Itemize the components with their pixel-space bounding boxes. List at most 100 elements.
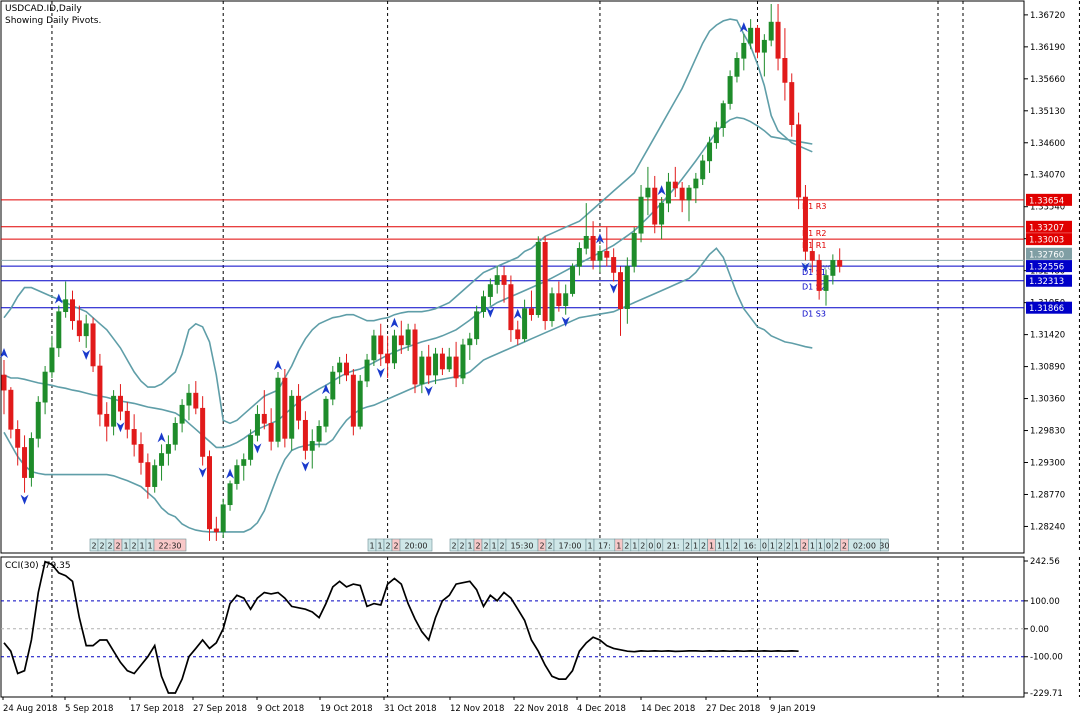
- fractal-up-arrow-108: [739, 22, 748, 33]
- fractal-up-arrow-57: [390, 317, 399, 328]
- candle-62: [426, 344, 432, 385]
- candle-body-68: [467, 338, 473, 346]
- candle-86: [590, 221, 596, 270]
- candle-body-100: [686, 187, 692, 201]
- candle-body-57: [391, 335, 397, 364]
- candle-82: [563, 284, 569, 315]
- candle-47: [323, 396, 329, 433]
- candle-body-48: [330, 371, 336, 400]
- candle-10: [70, 290, 76, 330]
- candle-body-115: [789, 82, 795, 125]
- candle-body-12: [83, 323, 89, 337]
- strip-cell-0-8: [153, 538, 187, 552]
- candle-104: [713, 121, 719, 149]
- candle-body-28: [193, 392, 199, 409]
- candle-1: [8, 387, 14, 439]
- candle-46: [316, 420, 322, 448]
- candle-27: [186, 384, 192, 421]
- candle-29: [200, 396, 206, 466]
- fractal-up-arrow-33: [226, 468, 235, 479]
- candle-body-114: [782, 58, 788, 83]
- candle-103: [707, 136, 713, 173]
- candle-body-76: [522, 308, 528, 340]
- time-tick-label-4: 9 Oct 2018: [257, 704, 304, 714]
- strip-text-2-25: 1: [725, 542, 730, 551]
- candle-body-8: [56, 311, 62, 349]
- candle-body-41: [282, 377, 288, 439]
- strip-text-2-29: 1: [770, 542, 775, 551]
- candle-60: [412, 323, 418, 394]
- candle-body-78: [535, 242, 541, 316]
- candle-body-87: [597, 251, 603, 261]
- cci-tick-label-0: 242.56: [1030, 557, 1060, 567]
- strip-text-0-8: 22:30: [158, 542, 181, 551]
- candle-body-112: [768, 21, 774, 41]
- candle-body-0: [1, 374, 7, 391]
- pivot-name-d1-r3: D1 R3: [802, 202, 826, 211]
- candles: [1, 4, 843, 541]
- candle-88: [604, 227, 610, 267]
- strip-text-2-33: 2: [802, 542, 807, 551]
- candle-body-62: [426, 356, 432, 376]
- candle-111: [761, 34, 767, 77]
- candle-body-111: [761, 39, 767, 53]
- candle-81: [556, 281, 562, 312]
- pivot-name-d1-s2: D1 S2: [802, 283, 826, 292]
- candle-body-55: [378, 335, 384, 355]
- candle-body-54: [371, 335, 377, 361]
- candle-92: [631, 227, 637, 273]
- candle-body-91: [624, 266, 630, 309]
- pivot-price-box-d1-s2: [1026, 274, 1072, 287]
- candle-51: [350, 369, 356, 436]
- candle-54: [371, 329, 377, 366]
- candle-4: [28, 432, 34, 487]
- strip-text-2-36: 0: [826, 542, 831, 551]
- candle-body-9: [63, 299, 69, 312]
- pivot-price-box-d1-s3: [1026, 301, 1072, 314]
- pivot-name-d1-s1: D1 S1: [802, 268, 826, 277]
- candle-42: [289, 390, 295, 451]
- candle-body-105: [720, 103, 726, 128]
- candle-body-23: [159, 453, 165, 466]
- candle-3: [22, 435, 28, 493]
- candle-73: [501, 266, 507, 303]
- candle-6: [42, 365, 48, 415]
- current-price-box: [1026, 247, 1072, 260]
- candle-body-53: [364, 359, 370, 382]
- strip-text-1-4: 20:00: [404, 542, 427, 551]
- fractal-down-arrow-12: [82, 349, 91, 360]
- candle-body-67: [460, 344, 466, 379]
- strip-text-1-0: 1: [369, 542, 374, 551]
- candle-69: [474, 305, 480, 345]
- candle-body-106: [727, 76, 733, 104]
- price-tick-label-15: 1.28770: [1030, 490, 1065, 500]
- strip-text-0-7: 1: [147, 542, 152, 551]
- fractal-up-arrow-40: [274, 360, 282, 371]
- time-tick-label-10: 14 Dec 2018: [641, 704, 695, 714]
- strip-text-2-31: 2: [786, 542, 791, 551]
- candle-body-72: [494, 275, 500, 285]
- candle-body-24: [165, 444, 171, 454]
- fractal-down-arrow-89: [609, 283, 618, 294]
- candle-body-104: [713, 127, 719, 144]
- fractal-down-arrow-82: [561, 316, 570, 327]
- price-tick-label-0: 1.36720: [1030, 11, 1065, 21]
- candle-34: [234, 459, 240, 490]
- pivot-price-label-d1-s2: 1.32313: [1029, 277, 1064, 287]
- fractal-up-arrow-96: [657, 185, 666, 196]
- candle-36: [248, 429, 254, 466]
- candle-body-3: [22, 447, 28, 478]
- cci-panel: 242.56 100.00 0.00 -100.00 -229.71: [1, 557, 1063, 699]
- candle-body-74: [508, 284, 514, 331]
- candle-119: [816, 254, 822, 300]
- price-tick-label-14: 1.29300: [1030, 459, 1065, 469]
- candle-95: [652, 175, 658, 234]
- candle-100: [686, 185, 692, 222]
- candle-77: [528, 290, 534, 321]
- candle-body-37: [254, 413, 260, 436]
- time-tick-label-6: 31 Oct 2018: [384, 704, 437, 714]
- candle-body-96: [659, 202, 665, 225]
- candle-80: [549, 287, 555, 327]
- price-tick-label-13: 1.29830: [1030, 427, 1065, 437]
